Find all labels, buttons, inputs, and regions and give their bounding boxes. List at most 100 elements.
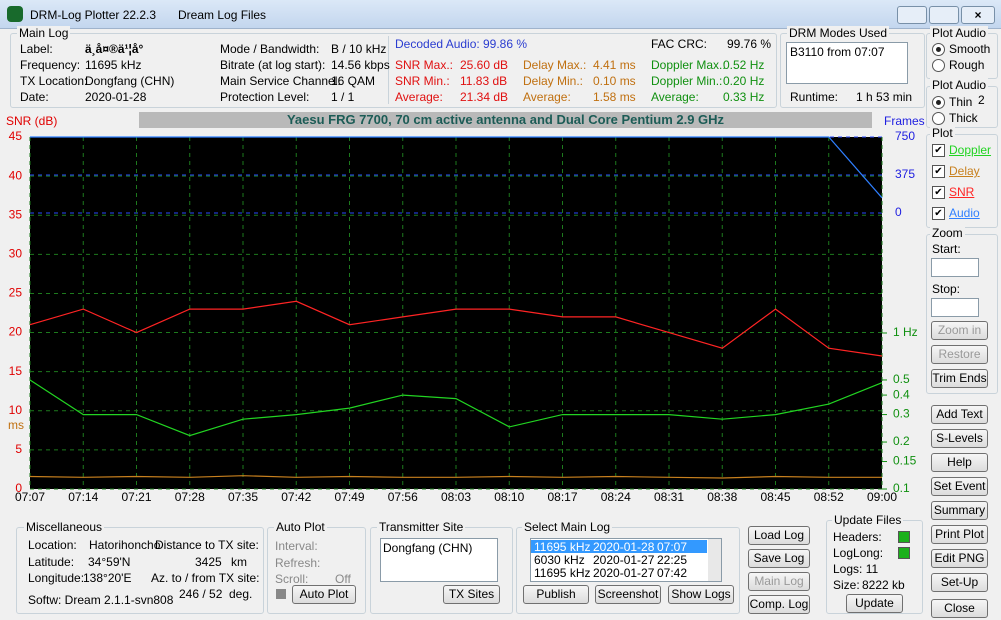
- frames-tick-label: 375: [895, 167, 915, 181]
- button[interactable]: Publish: [523, 585, 589, 604]
- value: Off: [335, 572, 351, 586]
- x-tick-label: 07:28: [175, 490, 205, 504]
- value: 11.83 dB: [460, 74, 508, 88]
- plot-title: Yaesu FRG 7700, 70 cm active antenna and…: [286, 112, 725, 127]
- x-tick-label: 08:03: [441, 490, 471, 504]
- value: Dongfang (CHN): [85, 74, 175, 88]
- button[interactable]: Summary: [931, 501, 988, 520]
- log-list[interactable]: 11695 kHz 2020-01-28 07:07 6030 kHz 2020-01-…: [530, 538, 722, 582]
- log-cell: 11695 kHz: [534, 540, 591, 554]
- button[interactable]: Set-Up: [931, 573, 988, 592]
- legend-label: Delay: [949, 164, 980, 178]
- log-row[interactable]: 11695 kHz 2020-01-28 07:07: [531, 540, 707, 554]
- close-x[interactable]: ×: [961, 6, 995, 24]
- button[interactable]: Print Plot: [931, 525, 988, 544]
- radio[interactable]: [932, 112, 945, 125]
- value: 3425: [195, 555, 222, 569]
- value: 246 / 52: [179, 587, 223, 601]
- y-tick-label: 0: [15, 481, 22, 495]
- button[interactable]: Screenshot: [595, 585, 661, 604]
- software: Softw: Dream 2.1.1-svn808: [28, 593, 174, 607]
- log-row[interactable]: 11695 kHz 2020-01-27 07:42: [531, 566, 707, 580]
- tx-list[interactable]: Dongfang (CHN): [380, 538, 498, 582]
- list-item: Dongfang (CHN): [383, 541, 473, 555]
- x-tick-label: 08:52: [814, 490, 844, 504]
- button[interactable]: Auto Plot: [292, 585, 356, 604]
- value: 2020-01-28: [85, 90, 147, 104]
- doppler-tick-label: 0.1: [893, 481, 910, 495]
- y-tick-label: 25: [9, 286, 23, 300]
- scrollbar[interactable]: [708, 539, 721, 581]
- button[interactable]: Main Log: [748, 572, 810, 591]
- button[interactable]: TX Sites: [443, 585, 500, 604]
- label: Stop:: [932, 282, 961, 296]
- ms-axis-title: ms: [8, 418, 24, 432]
- button[interactable]: S-Levels: [931, 429, 988, 448]
- minimize[interactable]: [897, 6, 927, 24]
- frames-axis-title: Frames: [884, 114, 925, 128]
- x-tick-label: 09:00: [867, 490, 897, 504]
- button[interactable]: Help: [931, 453, 988, 472]
- value: ä¸­å¤®ä¹¦å°: [85, 42, 144, 56]
- log-cell: 22:25: [657, 553, 688, 567]
- y-tick-label: 40: [9, 168, 23, 182]
- unit: km: [231, 555, 247, 569]
- button[interactable]: Comp. Log: [748, 595, 810, 614]
- series-line: [29, 379, 883, 437]
- value: 99.76 %: [727, 37, 772, 51]
- checkbox[interactable]: ✔: [932, 165, 945, 178]
- group-label: Plot Audio: [930, 26, 989, 40]
- label: Average:: [395, 90, 443, 104]
- button[interactable]: Close: [931, 599, 988, 618]
- group-label: Zoom: [930, 226, 965, 240]
- label: TX Location:: [20, 74, 88, 88]
- button[interactable]: Load Log: [748, 526, 810, 545]
- value: 2: [978, 93, 985, 107]
- value: 0.52 Hz: [723, 58, 765, 72]
- label: Start:: [932, 242, 961, 256]
- log-row[interactable]: 6030 kHz 2020-01-27 22:25: [531, 553, 707, 567]
- label: Size:: [833, 578, 860, 592]
- group-label: Auto Plot: [274, 520, 327, 534]
- label: Average:: [523, 90, 571, 104]
- button[interactable]: Zoom in: [931, 321, 988, 340]
- label: FAC CRC:: [651, 37, 708, 51]
- button[interactable]: Edit PNG: [931, 549, 988, 568]
- label: Latitude:: [28, 555, 75, 569]
- button[interactable]: Restore: [931, 345, 988, 364]
- button[interactable]: Set Event: [931, 477, 988, 496]
- x-tick-label: 08:38: [707, 490, 737, 504]
- log-cell: 07:42: [657, 566, 688, 580]
- group-label: Select Main Log: [522, 520, 613, 534]
- radio[interactable]: [932, 43, 945, 56]
- log-cell: 6030 kHz: [534, 553, 585, 567]
- radio[interactable]: [932, 59, 945, 72]
- checkbox[interactable]: ✔: [932, 186, 945, 199]
- button[interactable]: Add Text: [931, 405, 988, 424]
- input[interactable]: [931, 298, 979, 317]
- radio-label: Rough: [949, 58, 985, 72]
- checkbox[interactable]: ✔: [932, 207, 945, 220]
- chart: 0 5 10 15 20 25 30 35 40 45 1 Hz 0.50.4 0.3 0.2 0.15 0.…: [9, 129, 918, 504]
- input[interactable]: [931, 258, 979, 277]
- modes-list[interactable]: B3110 from 07:07: [786, 42, 908, 84]
- x-tick-label: 08:31: [654, 490, 684, 504]
- button[interactable]: Update: [846, 594, 903, 613]
- maximize[interactable]: [929, 6, 959, 24]
- button[interactable]: Trim Ends: [931, 369, 988, 388]
- label: Mode / Bandwidth:: [220, 42, 320, 56]
- radio[interactable]: [932, 96, 945, 109]
- label: Average:: [651, 90, 699, 104]
- group-label: Transmitter Site: [377, 520, 466, 534]
- value: 21.34 dB: [460, 90, 509, 104]
- radio-label: Thin: [949, 95, 973, 109]
- value: 14.56 kbps: [331, 58, 390, 72]
- button[interactable]: Save Log: [748, 549, 810, 568]
- button[interactable]: Show Logs: [668, 585, 734, 604]
- series-line: [29, 300, 883, 357]
- log-cell: 2020-01-27: [593, 553, 655, 567]
- checkbox[interactable]: ✔: [932, 144, 945, 157]
- x-tick-label: 07:07: [15, 490, 45, 504]
- label: Protection Level:: [220, 90, 310, 104]
- unit: deg.: [229, 587, 253, 601]
